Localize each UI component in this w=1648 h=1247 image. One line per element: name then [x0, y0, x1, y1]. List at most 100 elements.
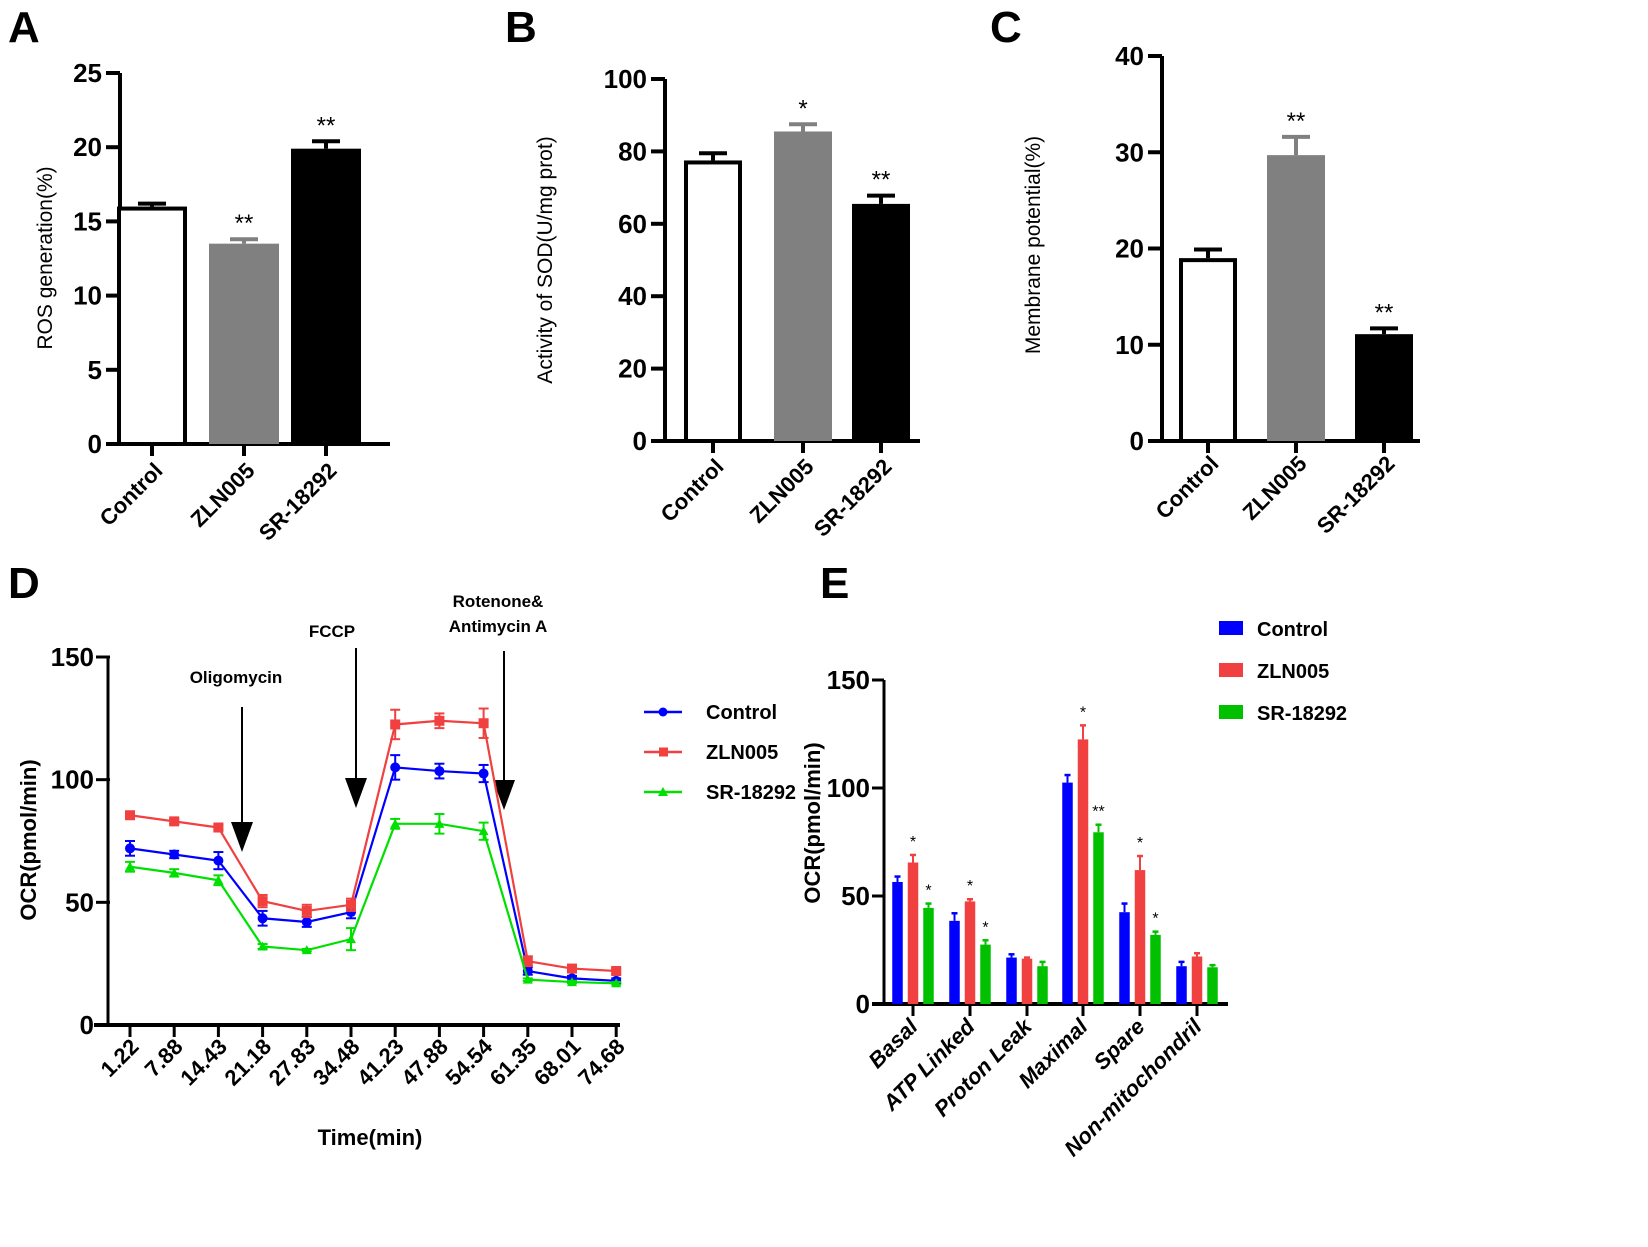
bar — [1006, 957, 1017, 1004]
data-point — [169, 849, 180, 860]
significance-mark: ** — [872, 167, 891, 194]
bar — [907, 862, 919, 1004]
bar — [684, 160, 742, 443]
data-point — [125, 861, 135, 871]
x-tick-label: SR-18292 — [809, 454, 897, 542]
data-point — [213, 875, 224, 885]
legend-swatch-icon — [1219, 663, 1243, 677]
y-axis-title: ROS generation(%) — [34, 166, 57, 349]
legend-item: SR-18292 — [1219, 703, 1347, 725]
bar — [892, 881, 903, 1004]
legend-marker-icon — [658, 787, 668, 796]
x-tick-label: 74.68 — [573, 1034, 630, 1091]
data-point — [434, 715, 445, 726]
y-tick-label: 20 — [618, 354, 647, 384]
data-point — [434, 766, 445, 777]
treatment-annotation: Oligomycin — [190, 668, 282, 852]
legend-label: SR-18292 — [706, 782, 796, 804]
bar — [1191, 956, 1203, 1004]
significance-mark: ** — [1287, 108, 1306, 135]
series-line — [129, 719, 617, 973]
legend-item: SR-18292 — [644, 782, 796, 804]
legend-item: ZLN005 — [644, 742, 778, 764]
x-tick-label: Control — [656, 454, 729, 527]
panel-letter: B — [505, 3, 537, 52]
y-tick-label: 100 — [51, 765, 94, 795]
legend-marker-icon — [659, 747, 668, 757]
legend-item: Control — [644, 702, 777, 724]
arrow-head-icon — [345, 778, 367, 808]
data-point — [611, 966, 622, 977]
bar — [1062, 782, 1073, 1004]
x-tick-label: 34.48 — [308, 1034, 365, 1091]
x-tick-label: 1.22 — [96, 1034, 144, 1082]
bar — [291, 148, 361, 444]
significance-mark: * — [1152, 911, 1158, 928]
data-point — [346, 934, 356, 944]
panel-letter: E — [820, 559, 849, 608]
data-point — [522, 974, 533, 984]
data-point — [567, 977, 577, 987]
y-tick-label: 0 — [80, 1010, 94, 1040]
data-point — [301, 905, 312, 916]
significance-mark: * — [910, 834, 916, 851]
bar — [1207, 967, 1218, 1004]
y-tick-label: 20 — [73, 132, 102, 162]
bar-group: *** — [1062, 704, 1105, 1004]
y-tick-label: 20 — [1115, 234, 1144, 264]
bar — [964, 901, 976, 1004]
bar — [1119, 912, 1130, 1004]
significance-mark: * — [1080, 704, 1086, 721]
x-tick-label: 47.88 — [396, 1034, 453, 1091]
y-tick-label: 100 — [604, 64, 647, 94]
legend-label: SR-18292 — [1257, 703, 1347, 725]
bar-group: ** — [949, 878, 991, 1004]
bar — [1179, 258, 1237, 443]
panel-a: A 0 5 10 15 20 25 ROS generation(%) Control ** ZLN… — [8, 3, 390, 546]
panel-c: C 0 10 20 30 40 Membrane potential(%) Control **… — [990, 3, 1420, 539]
significance-mark: ** — [1092, 804, 1104, 821]
x-axis-title: Time(min) — [318, 1125, 423, 1150]
y-axis-title: Activity of SOD(U/mg prot) — [534, 136, 557, 383]
x-tick-label: 54.54 — [441, 1033, 498, 1090]
y-tick-label: 30 — [1115, 137, 1144, 167]
y-tick-label: 150 — [827, 665, 870, 695]
y-tick-label: 25 — [73, 58, 102, 88]
data-point — [478, 768, 489, 779]
y-tick-label: 80 — [618, 136, 647, 166]
bar — [1077, 739, 1089, 1004]
legend-item: ZLN005 — [1219, 661, 1329, 683]
bar-group — [1006, 953, 1048, 1004]
data-point — [567, 963, 577, 974]
x-tick-label: 27.83 — [264, 1034, 321, 1091]
legend-swatch-icon — [1219, 621, 1243, 635]
significance-mark: * — [1137, 835, 1143, 852]
x-tick-label: ZLN005 — [186, 458, 260, 532]
data-point — [257, 913, 268, 924]
bar-group: ** — [1119, 835, 1161, 1004]
data-point — [390, 818, 401, 828]
bar-group: ** — [892, 834, 934, 1004]
legend: Control ZLN005 SR-18292 — [644, 702, 796, 804]
legend-label: Control — [706, 702, 777, 724]
data-point — [478, 718, 489, 729]
x-tick-label: SR-18292 — [254, 458, 342, 546]
bar — [117, 206, 187, 446]
y-tick-label: 15 — [73, 206, 102, 236]
y-axis-title: OCR(pmol/min) — [16, 759, 41, 920]
y-tick-label: 0 — [633, 426, 647, 456]
significance-mark: * — [982, 919, 988, 936]
bar — [1134, 870, 1146, 1004]
data-point — [257, 941, 268, 951]
significance-mark: * — [967, 878, 973, 895]
y-axis-title: OCR(pmol/min) — [800, 742, 825, 903]
legend-swatch-icon — [1219, 705, 1243, 719]
y-tick-label: 60 — [618, 209, 647, 239]
significance-mark: ** — [235, 210, 254, 237]
data-point — [301, 945, 312, 955]
bar — [852, 203, 910, 441]
treatment-annotation: Rotenone&Antimycin A — [449, 592, 547, 810]
bar — [923, 907, 934, 1004]
bar — [1150, 934, 1161, 1004]
